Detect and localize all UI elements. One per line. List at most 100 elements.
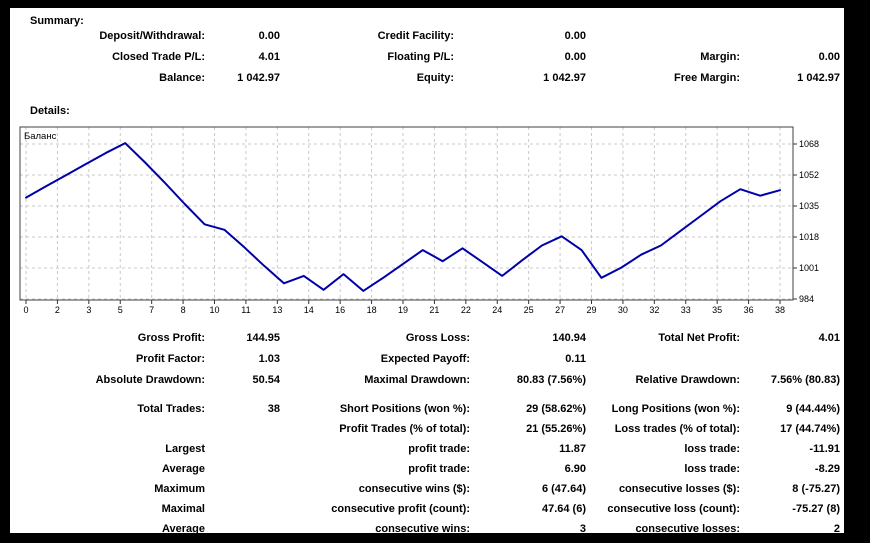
table-row: Closed Trade P/L: 4.01 Floating P/L: 0.00 Ma… — [10, 47, 844, 68]
label-cell: Maximum — [154, 483, 205, 495]
value-cell — [205, 479, 280, 499]
label-cell — [586, 26, 740, 47]
y-tick-label: 1052 — [799, 170, 819, 180]
x-tick-label: 7 — [149, 305, 154, 315]
label-cell: Loss trades (% of total): — [614, 423, 740, 435]
x-tick-label: 29 — [586, 305, 596, 315]
value-cell: 3 — [579, 523, 586, 535]
x-tick-label: 11 — [241, 305, 250, 315]
y-tick-label: 1035 — [799, 201, 819, 211]
label-cell: Gross Profit: — [137, 332, 205, 344]
label-cell: loss trade: — [684, 443, 740, 455]
x-tick-label: 10 — [209, 305, 219, 315]
label-cell: Largest — [165, 443, 205, 455]
label-cell: profit trade: — [408, 443, 470, 455]
value-cell: 80.83 (7.56%) — [516, 374, 586, 386]
table-row: Maximum consecutive wins ($): 6 (47.64) con… — [10, 479, 844, 499]
table-row: Gross Profit: 144.95 Gross Loss: 140.94 Tota… — [10, 328, 844, 349]
label-cell: Equity: — [416, 72, 454, 84]
table-row: Absolute Drawdown: 50.54 Maximal Drawdown:… — [10, 370, 844, 391]
value-cell: 0.00 — [258, 30, 280, 42]
value-cell — [740, 349, 840, 370]
value-cell: 144.95 — [246, 332, 280, 344]
table-row: Profit Trades (% of total): 21 (55.26%) Lo… — [10, 419, 844, 439]
label-cell: Long Positions (won %): — [611, 403, 740, 415]
value-cell: -11.91 — [809, 443, 840, 455]
table-row: Total Trades: 38 Short Positions (won %): 2… — [10, 399, 844, 419]
value-cell: 38 — [267, 403, 280, 415]
balance-chart-svg: 0 2 3 5 7 8 10 11 13 14 16 18 19 21 22 24 25 27 29 30 32 33 35… — [19, 126, 819, 315]
value-cell: 29 (58.62%) — [526, 403, 586, 415]
label-cell: consecutive wins ($): — [358, 483, 470, 495]
value-cell — [205, 459, 280, 479]
label-cell: Maximal Drawdown: — [364, 374, 470, 386]
value-cell — [205, 439, 280, 459]
x-tick-label: 19 — [398, 305, 408, 315]
label-cell: Short Positions (won %): — [339, 403, 470, 415]
details-table-results: Gross Profit: 144.95 Gross Loss: 140.94 Tota… — [10, 328, 844, 391]
x-tick-label: 18 — [367, 305, 377, 315]
label-cell: Absolute Drawdown: — [95, 374, 205, 386]
table-row: Deposit/Withdrawal: 0.00 Credit Facility: 0… — [10, 26, 844, 47]
label-cell: Profit Trades (% of total): — [339, 423, 470, 435]
label-cell — [586, 349, 740, 370]
table-row: Largest profit trade: 11.87 loss trade: -11.… — [10, 439, 844, 459]
details-heading: Details: — [30, 105, 70, 117]
report-panel: Summary: Deposit/Withdrawal: 0.00 Credit F… — [10, 8, 844, 535]
value-cell — [205, 499, 280, 519]
value-cell: 4.01 — [258, 51, 280, 63]
value-cell: 6 (47.64) — [541, 483, 586, 495]
label-cell: Deposit/Withdrawal: — [99, 30, 205, 42]
x-tick-label: 22 — [461, 305, 471, 315]
label-cell: consecutive losses: — [635, 523, 740, 535]
y-tick-label: 984 — [799, 294, 814, 304]
value-cell: 1 042.97 — [237, 72, 280, 84]
label-cell: Credit Facility: — [377, 30, 454, 42]
x-tick-label: 38 — [775, 305, 785, 315]
value-cell — [205, 519, 280, 539]
value-cell: 1 042.97 — [797, 72, 840, 84]
label-cell: consecutive losses ($): — [618, 483, 740, 495]
x-tick-label: 5 — [118, 305, 123, 315]
label-cell: Expected Payoff: — [380, 353, 470, 365]
value-cell: 1 042.97 — [543, 72, 586, 84]
summary-heading: Summary: — [30, 15, 84, 27]
value-cell: 6.90 — [564, 463, 586, 475]
table-row: Average profit trade: 6.90 loss trade: -8.29 — [10, 459, 844, 479]
x-tick-label: 0 — [23, 305, 28, 315]
value-cell: 0.00 — [564, 30, 586, 42]
x-tick-label: 33 — [681, 305, 691, 315]
value-cell: 0.00 — [818, 51, 840, 63]
x-tick-label: 36 — [744, 305, 754, 315]
x-tick-label: 30 — [618, 305, 628, 315]
label-cell: Relative Drawdown: — [635, 374, 740, 386]
table-row: Maximal consecutive profit (count): 47.64 … — [10, 499, 844, 519]
label-cell: Floating P/L: — [387, 51, 454, 63]
y-tick-label: 1068 — [799, 139, 819, 149]
value-cell: 11.87 — [559, 443, 586, 455]
x-tick-label: 27 — [555, 305, 565, 315]
x-tick-label: 2 — [55, 305, 60, 315]
value-cell: 50.54 — [252, 374, 280, 386]
label-cell: Free Margin: — [673, 72, 740, 84]
label-cell: Average — [161, 523, 205, 535]
x-tick-label: 14 — [304, 305, 314, 315]
summary-table: Deposit/Withdrawal: 0.00 Credit Facility: 0… — [10, 26, 844, 89]
label-cell: consecutive wins: — [375, 523, 470, 535]
label-cell: Margin: — [700, 51, 740, 63]
value-cell: 4.01 — [818, 332, 840, 344]
x-tick-label: 3 — [86, 305, 91, 315]
chart-series-label: Баланс — [24, 131, 57, 142]
x-tick-label: 8 — [181, 305, 186, 315]
label-cell: Maximal — [161, 503, 205, 515]
label-cell — [10, 419, 205, 439]
value-cell: 8 (-75.27) — [792, 483, 840, 495]
table-row: Balance: 1 042.97 Equity: 1 042.97 Free Marg… — [10, 68, 844, 89]
value-cell: -8.29 — [814, 463, 840, 475]
balance-line — [25, 142, 781, 292]
label-cell: Profit Factor: — [135, 353, 205, 365]
x-tick-label: 16 — [335, 305, 345, 315]
label-cell: loss trade: — [684, 463, 740, 475]
label-cell: profit trade: — [408, 463, 470, 475]
